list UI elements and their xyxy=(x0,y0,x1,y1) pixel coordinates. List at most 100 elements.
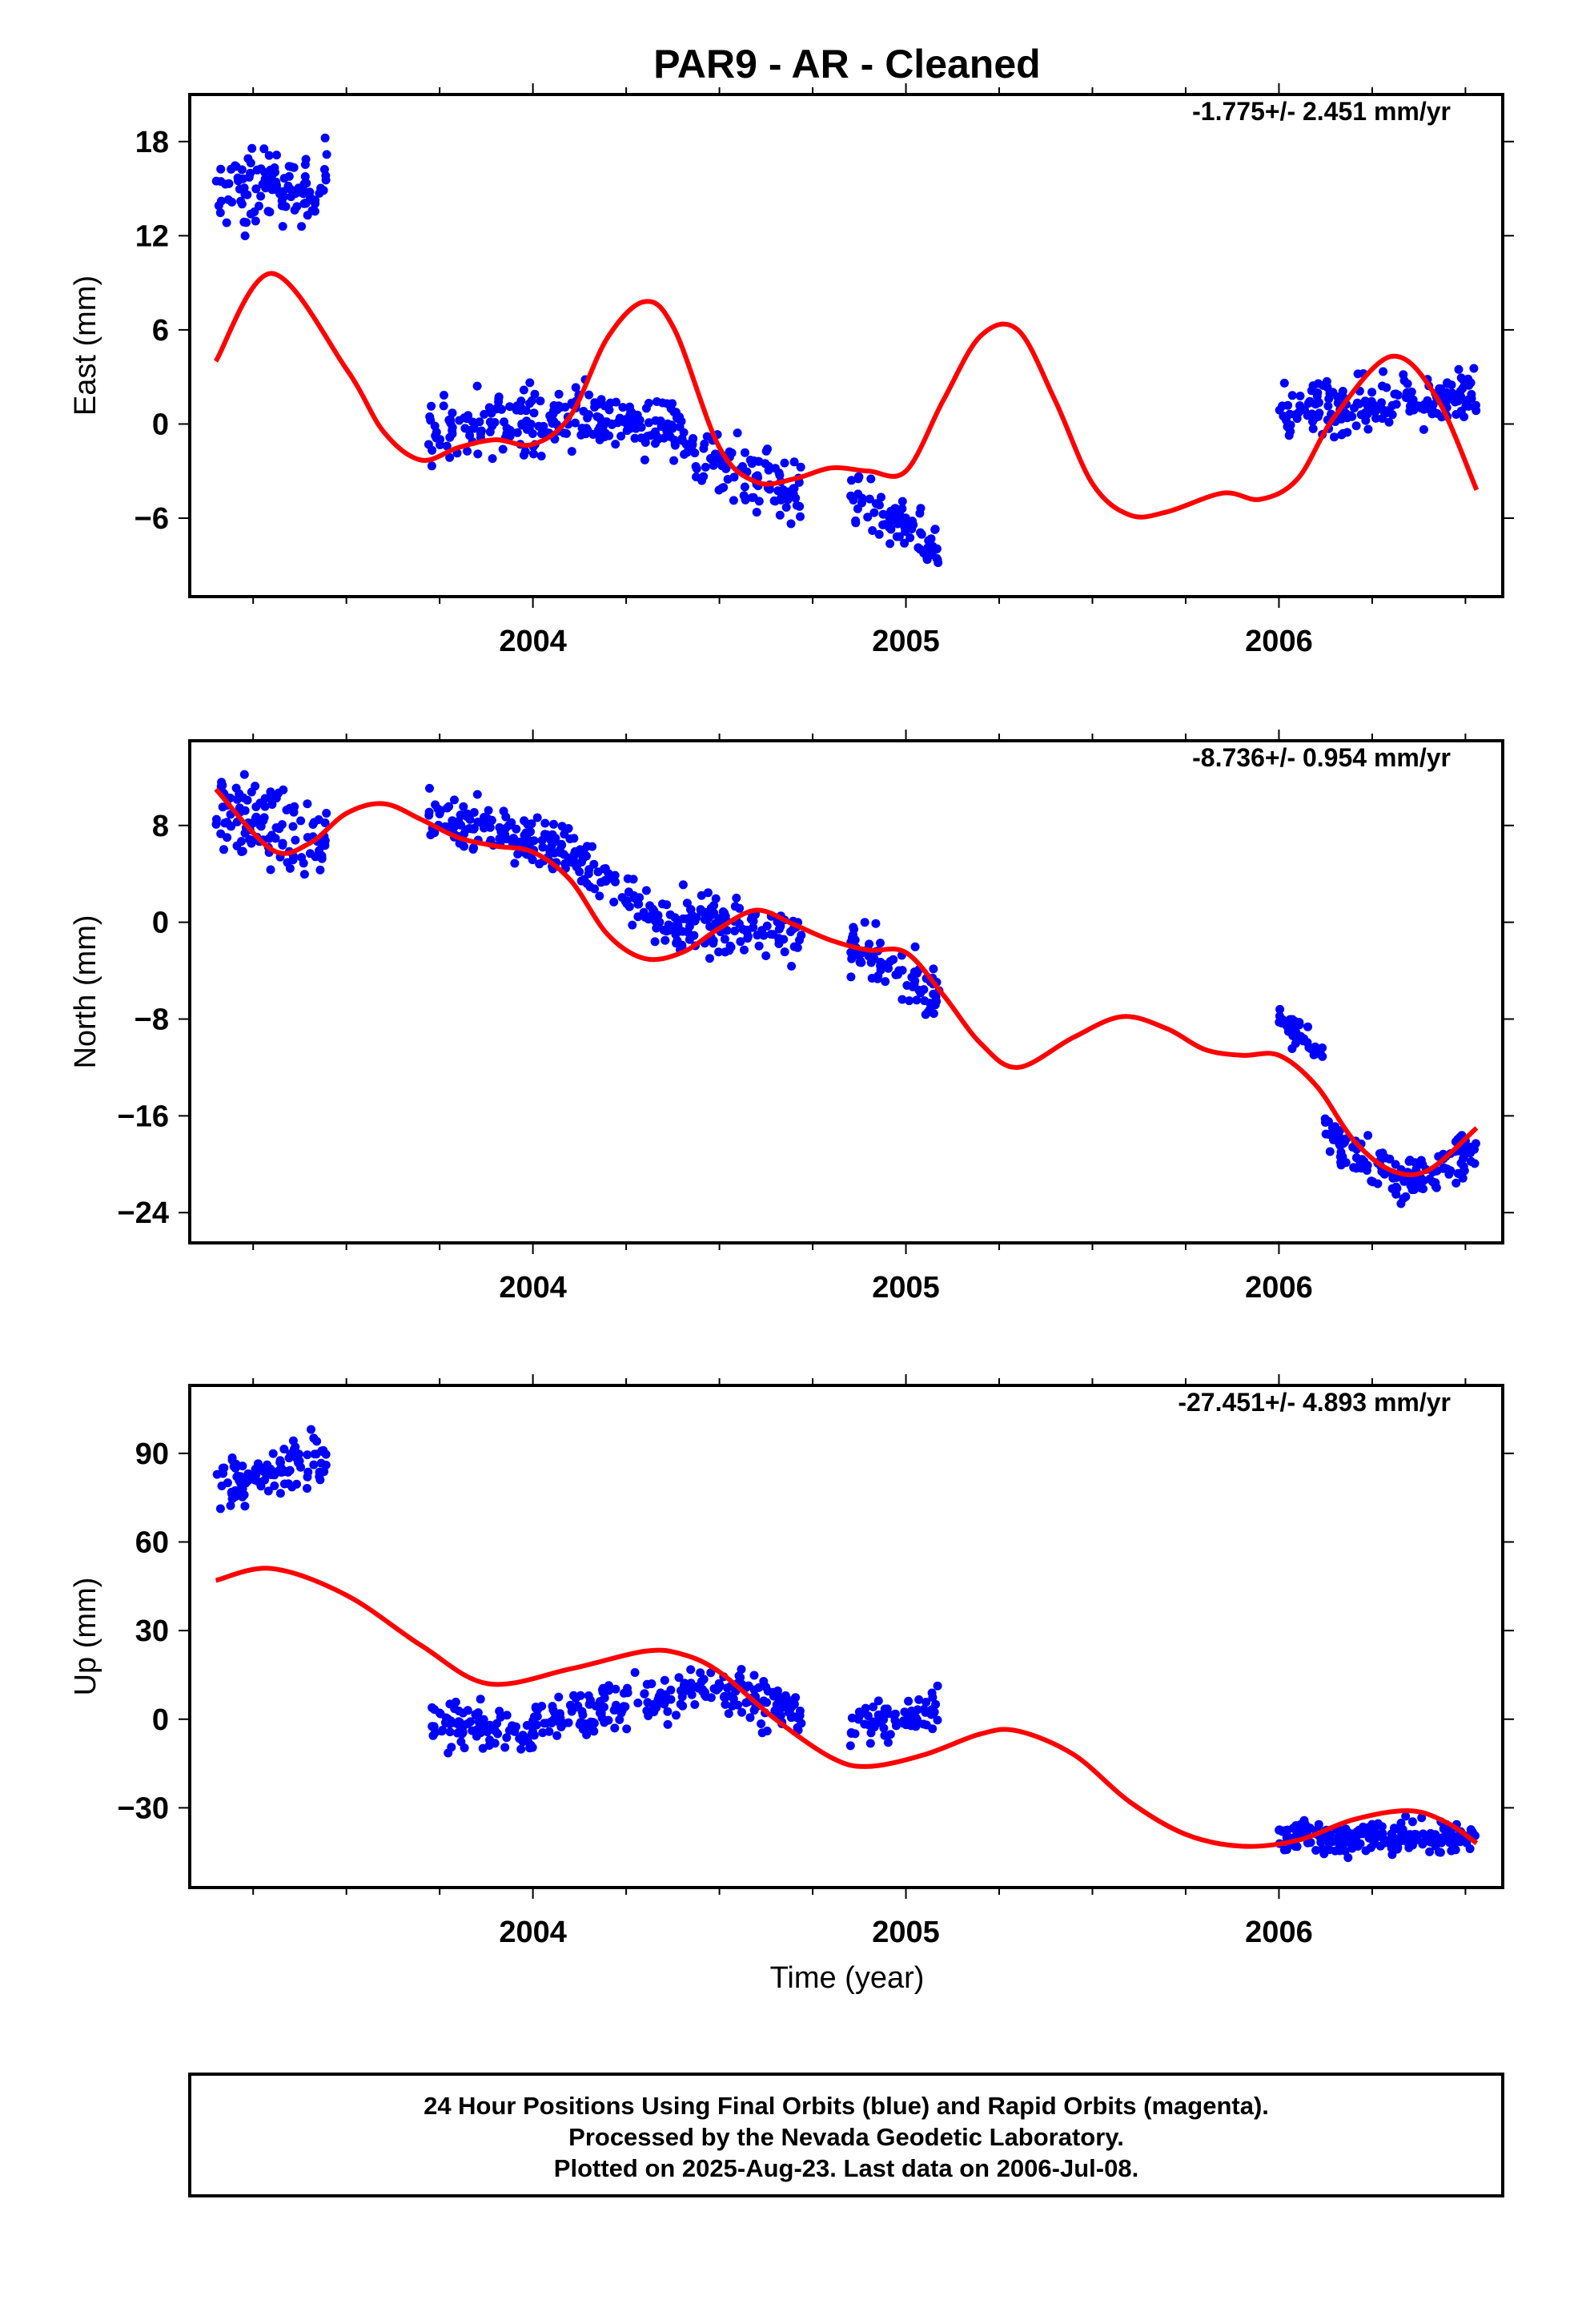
data-point xyxy=(749,923,758,932)
data-point xyxy=(427,461,436,471)
data-point xyxy=(532,1720,541,1730)
data-point xyxy=(857,498,866,508)
data-point xyxy=(796,512,805,521)
data-point xyxy=(743,931,753,941)
data-point xyxy=(575,1720,584,1729)
data-point xyxy=(260,175,270,184)
data-point xyxy=(214,201,223,211)
panel-up: 2004 2005 2006 −30 0 30 60 90 Up (mm) -27.451+/- … xyxy=(69,1374,1514,1949)
data-point xyxy=(932,553,942,563)
data-point xyxy=(251,802,261,811)
data-point xyxy=(233,1471,243,1481)
data-point xyxy=(890,504,900,513)
data-point xyxy=(630,1668,640,1677)
data-point xyxy=(216,177,226,187)
data-point xyxy=(1321,1129,1331,1139)
data-point xyxy=(721,947,730,957)
data-point xyxy=(211,814,221,824)
data-point xyxy=(299,870,309,879)
data-point xyxy=(219,1463,229,1473)
data-point xyxy=(1398,1835,1407,1845)
data-point xyxy=(505,402,515,412)
data-point xyxy=(668,424,677,433)
data-point xyxy=(476,1695,485,1704)
data-point xyxy=(285,863,295,873)
data-point xyxy=(303,799,312,809)
data-point xyxy=(322,809,331,818)
data-point xyxy=(291,1448,301,1458)
data-point xyxy=(625,402,634,412)
chart-title: PAR9 - AR - Cleaned xyxy=(653,42,1040,86)
data-point xyxy=(1351,1153,1361,1163)
data-point xyxy=(215,208,225,218)
data-point xyxy=(1452,1178,1461,1188)
data-point xyxy=(708,910,717,919)
data-point xyxy=(1323,401,1333,411)
data-point xyxy=(1460,1151,1469,1160)
data-point xyxy=(1419,404,1428,414)
data-point xyxy=(556,839,566,849)
data-point xyxy=(1351,421,1361,431)
data-point xyxy=(475,417,484,427)
x-tick-label: 2004 xyxy=(499,625,567,658)
data-point xyxy=(701,462,710,472)
data-point xyxy=(237,837,246,846)
data-point xyxy=(536,396,545,406)
data-point xyxy=(687,441,697,451)
data-point xyxy=(698,1685,708,1695)
data-point xyxy=(1283,400,1293,410)
data-point xyxy=(774,924,784,934)
data-point xyxy=(910,942,920,951)
y-tick-label: −30 xyxy=(118,1791,169,1825)
data-point xyxy=(1363,1131,1373,1140)
data-point xyxy=(510,858,520,868)
data-point xyxy=(1435,1848,1445,1857)
data-point xyxy=(1339,1831,1348,1840)
data-point xyxy=(1404,1843,1414,1852)
data-point xyxy=(780,458,789,468)
data-point xyxy=(702,432,712,441)
data-point xyxy=(537,835,547,845)
data-point xyxy=(745,1713,755,1723)
data-point xyxy=(516,396,526,406)
data-point xyxy=(485,417,495,427)
data-point xyxy=(580,875,589,884)
data-point xyxy=(577,1707,587,1716)
data-point xyxy=(611,440,620,449)
data-point xyxy=(478,819,488,828)
data-point xyxy=(544,1727,554,1736)
scatter-points xyxy=(211,770,1480,1208)
data-point xyxy=(288,822,298,831)
data-point xyxy=(749,493,758,502)
data-point xyxy=(669,456,679,465)
data-point xyxy=(1287,1015,1297,1024)
data-point xyxy=(781,503,791,512)
data-point xyxy=(600,432,609,441)
data-point xyxy=(749,1671,759,1680)
footer-box xyxy=(188,2073,1504,2197)
data-point xyxy=(487,408,496,418)
data-point xyxy=(1362,1166,1371,1175)
data-point xyxy=(279,1445,289,1454)
y-tick-label: 90 xyxy=(135,1437,169,1471)
data-point xyxy=(1316,1838,1326,1847)
data-point xyxy=(1318,1043,1327,1052)
data-point xyxy=(431,800,440,810)
data-point xyxy=(548,1705,558,1715)
data-point xyxy=(472,381,482,391)
data-point xyxy=(1361,408,1370,417)
data-point xyxy=(720,935,729,944)
data-point xyxy=(927,1688,937,1698)
data-point xyxy=(315,865,325,875)
data-point xyxy=(529,1731,539,1740)
data-point xyxy=(714,947,724,957)
data-point xyxy=(532,813,542,822)
data-point xyxy=(590,403,600,412)
data-point xyxy=(643,1698,652,1707)
data-point xyxy=(715,1681,725,1691)
data-point xyxy=(239,770,249,779)
data-point xyxy=(866,474,876,484)
data-point xyxy=(718,907,728,916)
data-point xyxy=(547,842,556,851)
data-point xyxy=(577,858,586,866)
